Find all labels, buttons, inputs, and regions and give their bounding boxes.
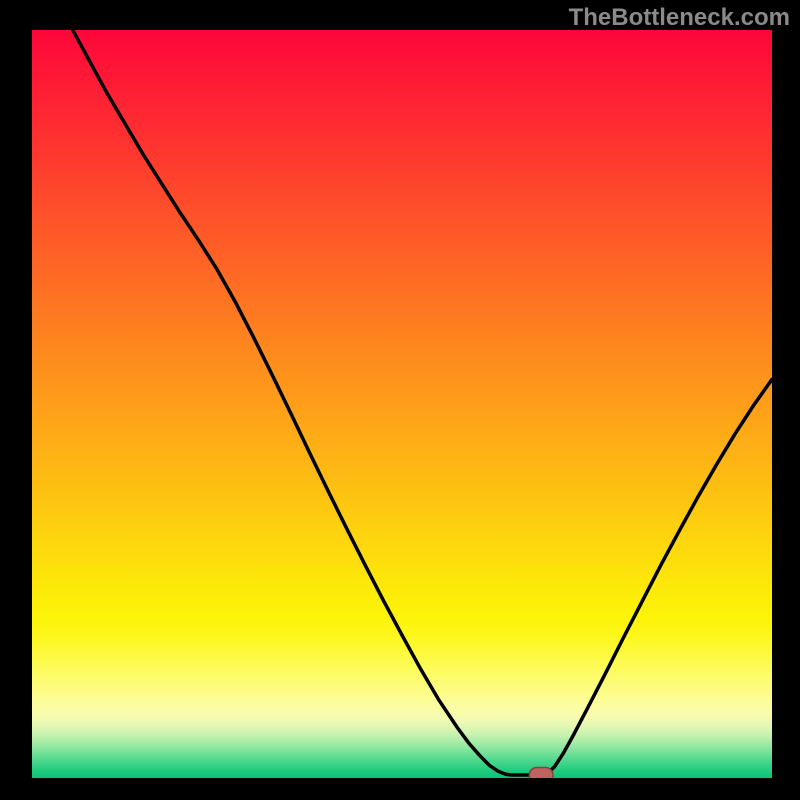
chart-plot-area <box>32 30 772 778</box>
chart-background <box>32 30 772 778</box>
watermark-text: TheBottleneck.com <box>569 4 790 32</box>
chart-svg <box>32 30 772 778</box>
optimal-point-marker <box>529 768 553 778</box>
